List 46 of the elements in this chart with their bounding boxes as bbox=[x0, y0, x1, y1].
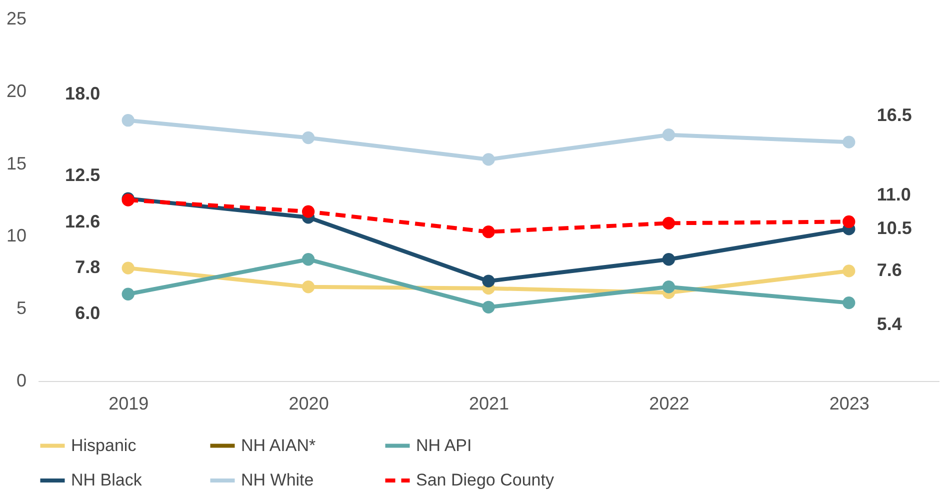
point bbox=[302, 205, 315, 218]
x-tick-label: 2022 bbox=[649, 394, 690, 414]
point bbox=[842, 215, 856, 228]
legend-label: Hispanic bbox=[71, 436, 137, 455]
legend-label: NH Black bbox=[71, 470, 142, 490]
point bbox=[662, 128, 676, 142]
point bbox=[842, 264, 856, 278]
data-label: 11.0 bbox=[876, 184, 911, 205]
data-label: 18.0 bbox=[65, 83, 100, 104]
point bbox=[122, 288, 134, 300]
data-label: 5.4 bbox=[876, 314, 902, 334]
point bbox=[482, 300, 495, 314]
point bbox=[122, 114, 134, 127]
legend-label: NH AIAN* bbox=[241, 436, 316, 455]
data-label: 7.8 bbox=[75, 257, 100, 278]
legend-label: San Diego County bbox=[416, 470, 554, 490]
point bbox=[482, 153, 495, 166]
legend-label: NH API bbox=[416, 436, 472, 455]
point bbox=[662, 253, 676, 266]
x-tick-label: 2023 bbox=[829, 394, 870, 414]
data-label: 12.6 bbox=[65, 212, 100, 232]
data-label: 10.5 bbox=[876, 218, 912, 238]
x-tick-label: 2020 bbox=[288, 394, 329, 414]
point bbox=[302, 280, 315, 294]
point bbox=[302, 131, 315, 144]
y-tick-label: 0 bbox=[16, 370, 26, 390]
data-label: 16.5 bbox=[876, 105, 912, 126]
data-label: 12.5 bbox=[65, 165, 100, 185]
point bbox=[482, 274, 495, 288]
point bbox=[842, 296, 856, 310]
y-tick-label: 25 bbox=[6, 8, 26, 28]
x-tick-label: 2019 bbox=[108, 394, 149, 414]
y-tick-label: 15 bbox=[6, 153, 26, 174]
point bbox=[302, 253, 315, 266]
point bbox=[842, 136, 856, 148]
legend-label: NH White bbox=[241, 470, 314, 490]
point bbox=[662, 216, 676, 230]
y-tick-label: 10 bbox=[6, 226, 26, 246]
point bbox=[662, 280, 676, 294]
data-label: 6.0 bbox=[75, 303, 100, 324]
point bbox=[122, 262, 134, 274]
y-tick-label: 20 bbox=[6, 80, 26, 101]
y-tick-label: 5 bbox=[16, 298, 26, 318]
x-tick-label: 2021 bbox=[468, 394, 510, 414]
data-label: 7.6 bbox=[876, 260, 902, 280]
point bbox=[482, 226, 495, 238]
